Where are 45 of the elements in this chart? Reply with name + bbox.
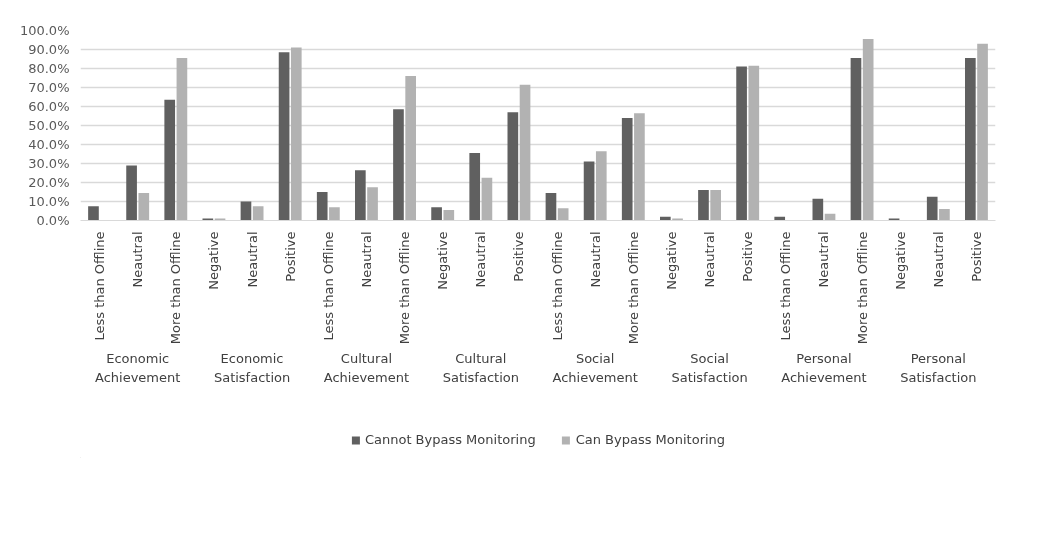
y-tick-label: 10.0% bbox=[28, 194, 70, 209]
x-tick-label: Neautral bbox=[587, 231, 603, 288]
x-tick-label: More than Offline bbox=[397, 231, 413, 345]
y-tick-label: 80.0% bbox=[28, 61, 70, 76]
text: Social Achievement bbox=[552, 350, 638, 386]
text: Cultural Achievement bbox=[323, 350, 410, 386]
y-tick-label: 50.0% bbox=[28, 118, 70, 133]
x-tick-label: More than Offline bbox=[854, 231, 870, 345]
x-tick-label: Neautral bbox=[130, 231, 146, 288]
x-tick-label: Less than Offline bbox=[92, 231, 108, 341]
x-tick-label: Positive bbox=[740, 231, 756, 282]
x-tick-label: Less than Offline bbox=[320, 231, 336, 341]
y-tick-label: 40.0% bbox=[28, 137, 70, 152]
text: Economic Satisfaction bbox=[213, 350, 291, 386]
y-tick-label: 20.0% bbox=[28, 175, 70, 190]
x-tick-label: Less than Offline bbox=[549, 231, 565, 341]
y-tick-label: 70.0% bbox=[28, 80, 70, 95]
legend-label: Can Bypass Monitoring bbox=[575, 432, 726, 447]
x-tick-label: Positive bbox=[511, 231, 527, 282]
x-tick-label: Positive bbox=[968, 231, 984, 282]
x-tick-label: Less than Offline bbox=[778, 231, 794, 341]
x-tick-label: Neautral bbox=[816, 231, 832, 288]
x-tick-label: Negative bbox=[435, 231, 451, 290]
x-tick-label: Neautral bbox=[358, 231, 374, 288]
x-tick-label: Negative bbox=[892, 231, 908, 290]
text: Personal Achievement bbox=[781, 350, 867, 386]
y-tick-label: 30.0% bbox=[28, 156, 70, 171]
x-tick-label: Neautral bbox=[930, 231, 946, 288]
x-tick-label: Neautral bbox=[244, 231, 260, 288]
text: Cultural Satisfaction bbox=[442, 350, 519, 386]
x-tick-label: Positive bbox=[282, 231, 298, 282]
y-tick-label: 60.0% bbox=[28, 99, 70, 114]
y-tick-label: 0.0% bbox=[36, 213, 70, 228]
text: Personal Satisfaction bbox=[900, 350, 977, 386]
x-tick-label: Neautral bbox=[702, 231, 718, 288]
y-tick-label: 100.0% bbox=[19, 23, 70, 38]
text: Social Satisfaction bbox=[671, 350, 748, 386]
x-tick-label: More than Offline bbox=[625, 231, 641, 345]
legend-label: Cannot Bypass Monitoring bbox=[364, 432, 536, 447]
x-tick-label: Neautral bbox=[473, 231, 489, 288]
x-tick-label: Negative bbox=[206, 231, 222, 290]
x-tick-label: More than Offline bbox=[168, 231, 184, 345]
x-tick-label: Negative bbox=[663, 231, 679, 290]
y-tick-label: 90.0% bbox=[28, 42, 70, 57]
text: Economic Achievement bbox=[95, 350, 181, 386]
